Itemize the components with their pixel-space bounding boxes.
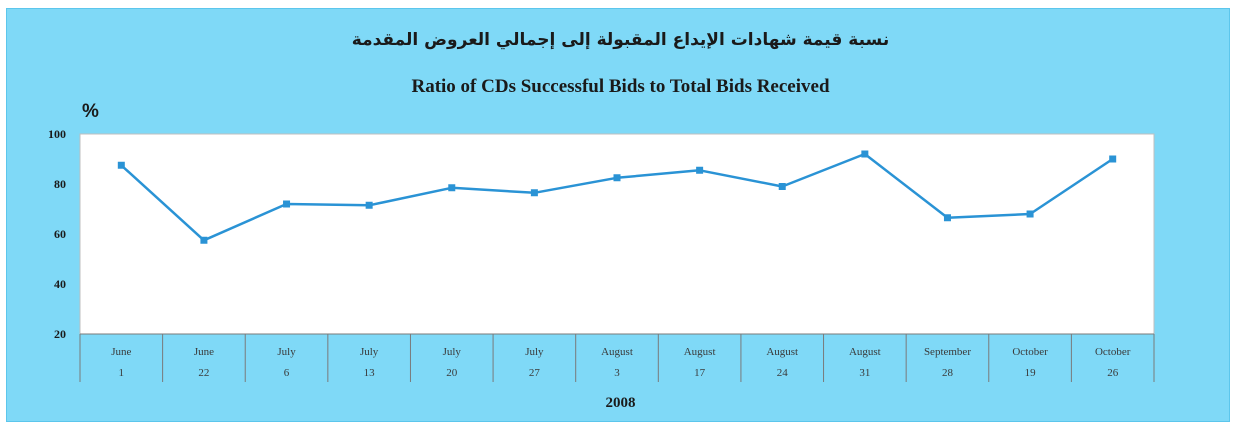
x-axis-year-label: 2008 (605, 395, 636, 411)
x-tick-month-label: August (849, 346, 881, 358)
y-tick-label: 20 (54, 327, 66, 341)
x-tick-day-label: 26 (1107, 367, 1119, 379)
x-tick-day-label: 20 (446, 367, 458, 379)
x-tick-month-label: July (360, 346, 379, 358)
data-point (530, 189, 538, 197)
x-tick-month-label: August (766, 346, 798, 358)
chart-title-english: Ratio of CDs Successful Bids to Total Bi… (411, 76, 830, 97)
y-tick-label: 80 (54, 177, 66, 191)
x-tick-day-label: 22 (198, 367, 209, 379)
x-tick-month-label: July (525, 346, 544, 358)
data-point (1109, 155, 1117, 163)
data-point (448, 184, 456, 192)
data-point (778, 183, 786, 190)
x-tick-month-label: October (1095, 346, 1131, 358)
x-tick-month-label: July (443, 346, 462, 358)
y-tick-label: 100 (48, 127, 66, 141)
x-tick-day-label: 27 (529, 367, 541, 379)
x-tick-month-label: July (277, 346, 296, 358)
y-tick-label: 60 (54, 227, 66, 241)
data-point (283, 200, 291, 208)
x-tick-day-label: 6 (284, 367, 290, 379)
data-point (365, 201, 373, 209)
x-tick-day-label: 17 (694, 367, 706, 379)
x-tick-day-label: 19 (1025, 367, 1037, 379)
data-point (613, 174, 621, 182)
x-tick-month-label: June (111, 346, 131, 358)
plot-area (79, 133, 1155, 335)
data-point (696, 166, 704, 174)
x-tick-day-label: 1 (119, 367, 125, 379)
data-point (117, 161, 125, 169)
x-tick-month-label: October (1012, 346, 1048, 358)
x-tick-month-label: June (194, 346, 214, 358)
x-tick-day-label: 13 (364, 367, 376, 379)
chart-title-arabic: نسبة قيمة شهادات الإيداع المقبولة إلى إج… (351, 30, 890, 50)
data-point (1026, 210, 1034, 218)
x-tick-day-label: 3 (614, 367, 620, 379)
x-tick-month-label: August (684, 346, 716, 358)
data-point (200, 236, 208, 244)
x-tick-day-label: 24 (777, 367, 789, 379)
y-tick-label: 40 (54, 277, 66, 291)
y-axis-unit-label: % (82, 101, 99, 122)
data-point (861, 150, 869, 158)
data-point (943, 214, 951, 222)
x-tick-day-label: 31 (859, 367, 870, 379)
x-tick-month-label: September (924, 346, 971, 358)
x-tick-day-label: 28 (942, 367, 954, 379)
x-tick-month-label: August (601, 346, 633, 358)
